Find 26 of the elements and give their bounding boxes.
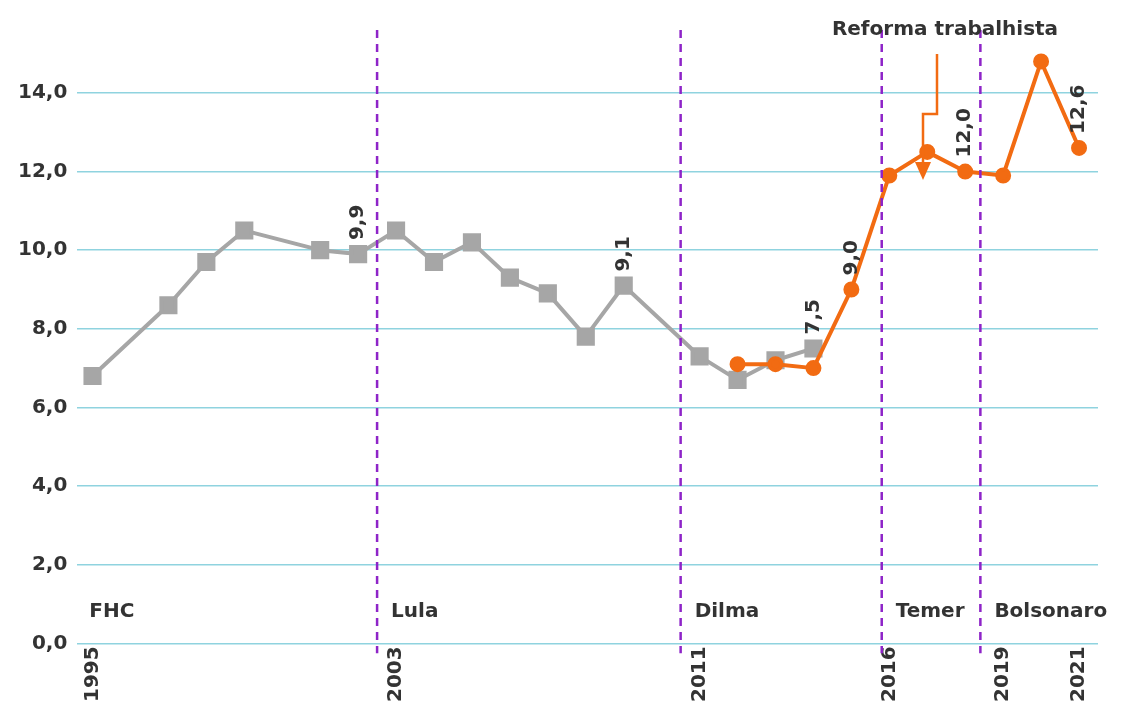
data-label: 7,5	[799, 299, 824, 335]
x-tick-label: 2019	[989, 646, 1014, 703]
y-tick-label: 0,0	[31, 629, 68, 654]
y-tick-label: 12,0	[17, 157, 68, 182]
x-tick-label: 2003	[382, 646, 407, 703]
y-tick-label: 8,0	[31, 315, 68, 340]
x-tick-label: 1995	[78, 646, 103, 703]
data-label: 12,0	[951, 108, 976, 158]
y-tick-label: 4,0	[31, 472, 68, 497]
y-tick-label: 6,0	[31, 393, 68, 418]
data-label: 9,9	[344, 204, 369, 241]
x-tick-label: 2016	[875, 646, 900, 703]
ref-line-label: Dilma	[694, 598, 760, 623]
y-tick-label: 10,0	[17, 236, 68, 261]
x-tick-label: 2011	[685, 646, 710, 703]
data-label: 9,1	[609, 236, 634, 272]
ref-line-label: Bolsonaro	[994, 598, 1108, 623]
ref-line-label: Temer	[895, 598, 965, 623]
data-label: 9,0	[837, 240, 862, 276]
annotation: Reforma trabalhista	[831, 16, 1059, 41]
y-tick-label: 14,0	[17, 79, 68, 104]
ref-line-label: Lula	[391, 598, 439, 623]
annotation: FHC	[89, 598, 135, 623]
y-tick-label: 2,0	[31, 550, 68, 575]
x-tick-label: 2021	[1065, 646, 1090, 703]
data-label: 12,6	[1065, 84, 1090, 134]
